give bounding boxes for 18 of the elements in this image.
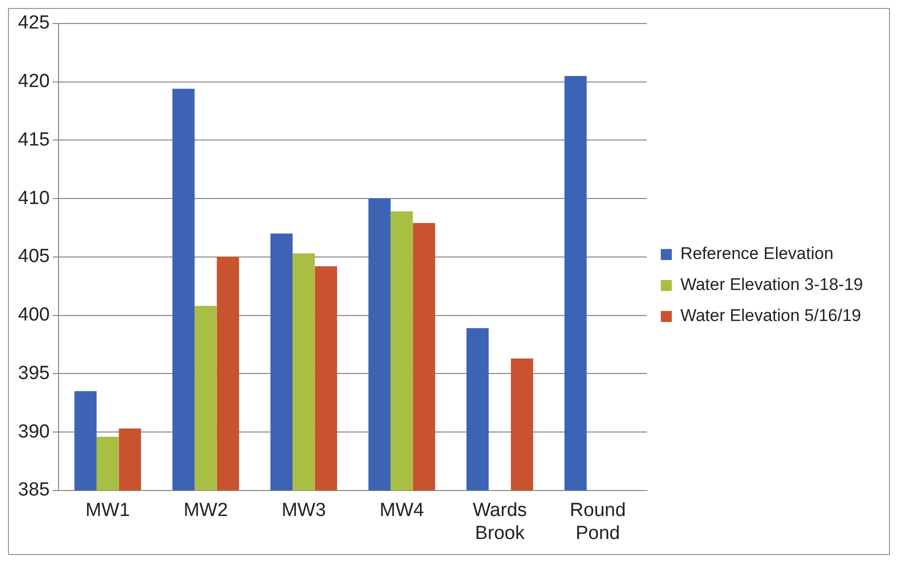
- legend-label: Water Elevation 5/16/19: [680, 306, 862, 326]
- legend-label: Water Elevation 3-18-19: [680, 275, 864, 294]
- x-tick-label: Wards Brook: [472, 500, 527, 544]
- x-tick-label: Round Pond: [570, 500, 626, 544]
- y-tick-label: 425: [18, 12, 50, 34]
- x-tick-label: MW4: [380, 500, 424, 522]
- y-tick-label: 415: [18, 129, 50, 150]
- legend-label: Reference Elevation: [680, 244, 834, 264]
- y-tick-label: 400: [18, 304, 50, 326]
- x-tick-label: MW3: [282, 500, 326, 522]
- x-tick-label: MW2: [184, 500, 228, 522]
- y-tick-label: 395: [18, 362, 50, 384]
- y-tick-label: 385: [18, 480, 50, 501]
- y-tick-label: 405: [18, 246, 50, 268]
- y-tick-label: 410: [18, 188, 50, 209]
- x-tick-label: MW1: [86, 500, 130, 522]
- y-tick-label: 390: [18, 421, 50, 442]
- y-tick-label: 420: [18, 71, 50, 92]
